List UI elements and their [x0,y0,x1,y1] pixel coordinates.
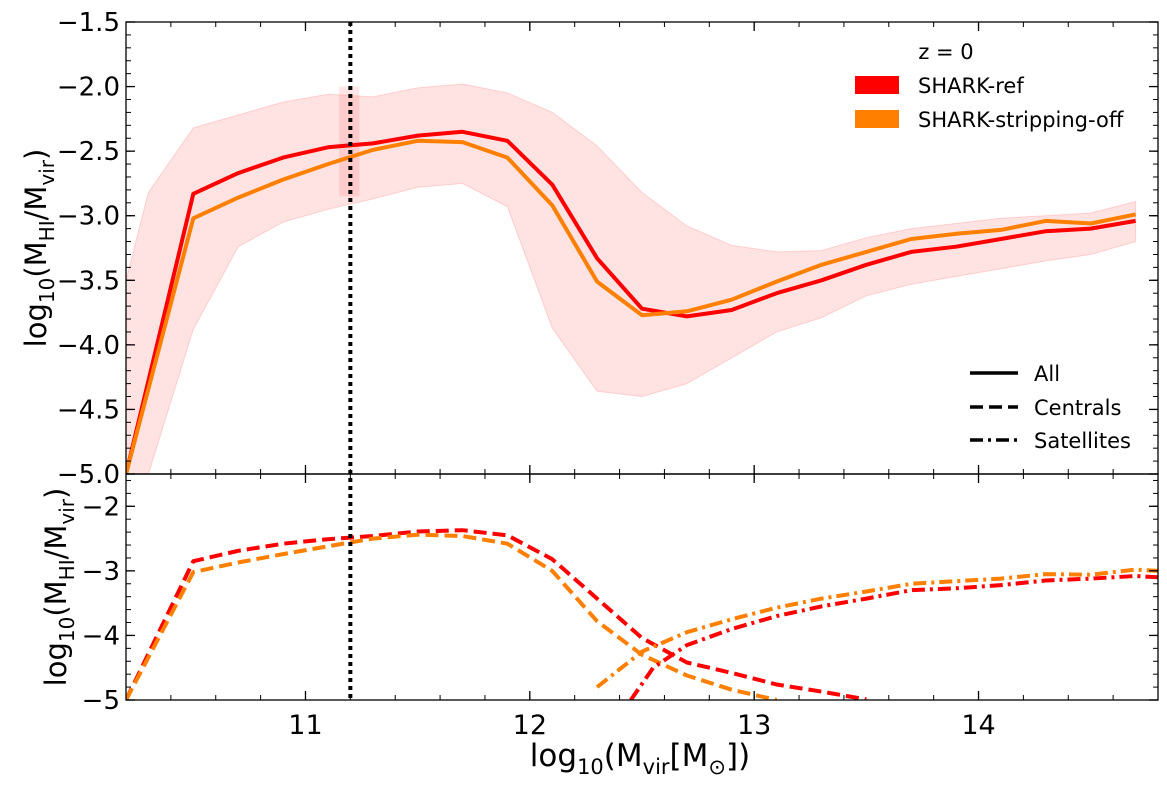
series-line-shark-ref-satellites [629,574,1158,700]
top-y-tick-label: −4.0 [57,331,120,361]
legend-label-shark-ref: SHARK-ref [918,74,1024,98]
bot-ylabel-sub: 10 [55,617,79,642]
bot-ylabel-hi: HI [55,559,79,580]
bottom-y-tick-label: −4 [82,621,120,651]
x-tick-label: 12 [513,710,547,741]
legend-label-shark-stripping-off: SHARK-stripping-off [918,108,1124,132]
top-y-tick-label: −3.5 [57,266,120,296]
top-y-tick-label: −5.0 [57,460,120,490]
color-legend: z = 0 SHARK-ref SHARK-stripping-off [855,40,1124,132]
x-tick-label: 11 [288,710,322,741]
series-line-shark-ref-centrals [126,528,867,700]
top-y-tick-label: −2.0 [57,73,120,103]
bottom-y-tick-label: −3 [82,557,120,587]
redshift-annotation: z = 0 [918,40,973,64]
scatter-band-mark [339,86,360,197]
legend-swatch-shark-ref [855,76,899,94]
top-y-tick-label: −4.5 [57,395,120,425]
legend-label-satellites: Satellites [1034,429,1131,453]
top-ylabel-open: (M [19,241,53,277]
bot-ylabel-open: (M [39,580,73,616]
legend-swatch-shark-stripping-off [855,110,899,128]
top-ylabel-close: ) [19,149,53,160]
bot-ylabel-log: log [39,642,73,686]
style-legend: All Centrals Satellites [970,362,1131,453]
bottom-panel-data [126,528,1158,700]
x-tick-label: 14 [961,710,995,741]
xlabel-bracket: [M [670,738,709,774]
xlabel-log: log [530,738,577,774]
xlabel-sun: ⊙ [708,755,726,779]
bottom-panel-frame [125,473,1159,701]
scatter-band-shark-ref [126,83,1137,474]
bottom-y-axis-label: log10(MHI/Mvir) [39,488,79,687]
top-y-tick-label: −3.0 [57,202,120,232]
top-ylabel-sub: 10 [35,278,59,303]
top-ylabel-slash: /M [19,186,53,221]
xlabel-close: ]) [726,738,750,774]
xlabel-open: (M [604,738,643,774]
x-tick-label: 13 [737,710,771,741]
top-y-axis-label: log10(MHI/Mvir) [19,149,59,348]
bot-ylabel-close: ) [39,488,73,499]
legend-label-all: All [1034,362,1060,386]
top-ylabel-hi: HI [35,220,59,241]
series-line-shark-ref [126,129,1136,474]
top-y-tick-label: −1.5 [57,8,120,38]
xlabel-sub: 10 [577,755,604,779]
legend-label-centrals: Centrals [1034,396,1121,420]
bot-ylabel-vir: vir [55,498,79,524]
bot-ylabel-slash: /M [39,525,73,560]
top-y-tick-label: −2.5 [57,137,120,167]
bottom-y-tick-label: −2 [82,492,120,522]
x-axis-label: log10(Mvir[M⊙]) [530,738,750,779]
axis-ticks: −5.0 −4.5 −4.0 −3.5 −3.0 −2.5 −2.0 −1.5 −5 −4 −3 −2… [57,8,1159,741]
series-line-shark-stripping-off-centrals [126,532,778,700]
top-panel-data [126,83,1137,474]
xlabel-vir: vir [643,755,670,779]
series-line-shark-stripping-off [126,138,1136,474]
top-ylabel-log: log [19,303,53,347]
bottom-y-tick-label: −5 [82,686,120,716]
series-line-shark-stripping-off-satellites [595,567,1158,689]
top-ylabel-vir: vir [35,159,59,185]
